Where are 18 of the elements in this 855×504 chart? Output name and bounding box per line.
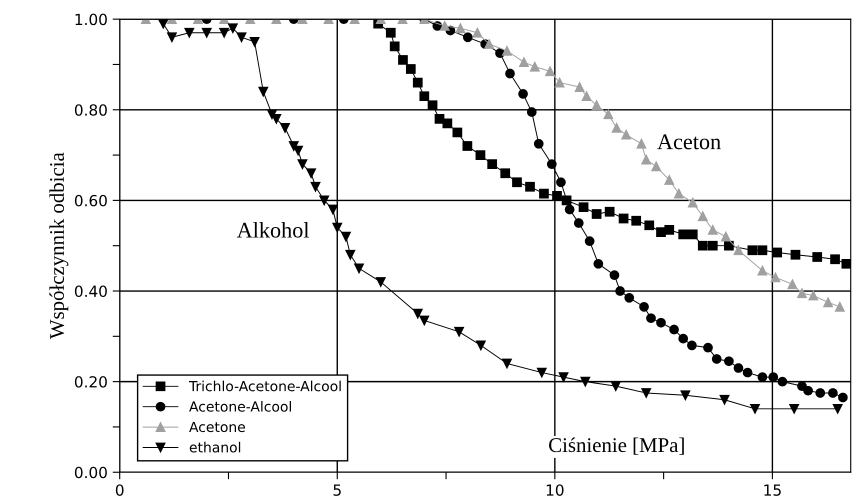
y-tick-label: 1.00 [76, 14, 107, 26]
y-tick-label: 0.80 [74, 104, 107, 116]
y-axis-title: Współczynnik odbicia [49, 152, 68, 340]
legend-label: Trichlo-Acetone-Alcool [188, 380, 341, 392]
x-tick-label: 0 [116, 484, 124, 496]
y-tick-label: 0.60 [74, 194, 107, 206]
y-tick-label: 0.00 [74, 466, 107, 478]
legend-label: ethanol [190, 442, 240, 453]
x-tick-label: 5 [334, 484, 341, 496]
x-axis-title: Ciśnienie [MPa] [549, 437, 684, 455]
y-tick-label: 0.20 [74, 376, 107, 388]
legend-label: Acetone-Alcool [189, 401, 291, 412]
x-tick-label: 10 [546, 484, 564, 496]
annotation: Aceton [657, 134, 721, 150]
y-tick-label: 0.40 [74, 285, 107, 298]
annotation: Alkohol [236, 222, 310, 238]
legend-label: Acetone [189, 422, 245, 432]
x-tick-label: 15 [764, 484, 781, 496]
